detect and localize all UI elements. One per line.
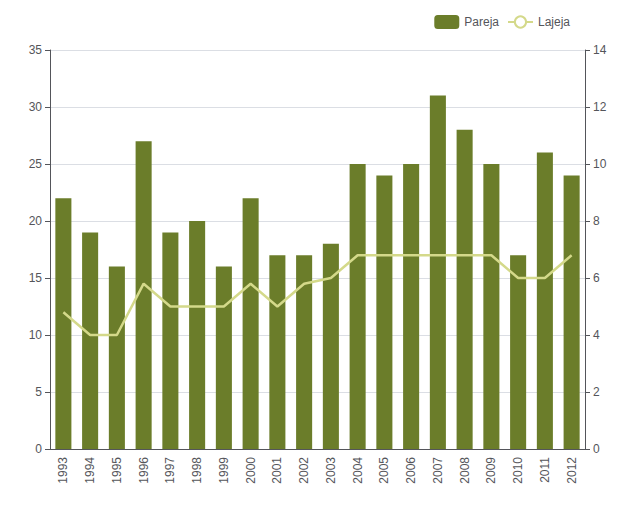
svg-text:Lajeja: Lajeja [538, 15, 570, 29]
svg-text:2: 2 [593, 385, 600, 399]
svg-text:2005: 2005 [377, 457, 391, 484]
svg-text:5: 5 [35, 385, 42, 399]
svg-text:1998: 1998 [190, 457, 204, 484]
svg-text:2001: 2001 [270, 457, 284, 484]
svg-text:1993: 1993 [56, 457, 70, 484]
svg-text:2004: 2004 [351, 457, 365, 484]
svg-text:2006: 2006 [404, 457, 418, 484]
svg-text:2009: 2009 [484, 457, 498, 484]
svg-text:Pareja: Pareja [464, 15, 499, 29]
svg-text:2008: 2008 [458, 457, 472, 484]
svg-text:1996: 1996 [137, 457, 151, 484]
svg-text:25: 25 [29, 157, 43, 171]
svg-text:1994: 1994 [83, 457, 97, 484]
svg-text:4: 4 [593, 328, 600, 342]
svg-text:2011: 2011 [538, 457, 552, 483]
svg-text:2007: 2007 [431, 457, 445, 484]
svg-text:1997: 1997 [163, 457, 177, 484]
svg-text:30: 30 [29, 100, 43, 114]
svg-text:6: 6 [593, 271, 600, 285]
svg-text:1999: 1999 [217, 457, 231, 484]
svg-text:8: 8 [593, 214, 600, 228]
svg-text:12: 12 [593, 100, 607, 114]
svg-text:2003: 2003 [324, 457, 338, 484]
svg-text:0: 0 [35, 442, 42, 456]
svg-text:2010: 2010 [511, 457, 525, 484]
svg-text:15: 15 [29, 271, 43, 285]
svg-text:1995: 1995 [110, 457, 124, 484]
svg-text:2012: 2012 [565, 457, 579, 484]
svg-text:35: 35 [29, 43, 43, 57]
svg-text:10: 10 [593, 157, 607, 171]
svg-text:0: 0 [593, 442, 600, 456]
svg-text:2000: 2000 [244, 457, 258, 484]
svg-text:10: 10 [29, 328, 43, 342]
svg-text:2002: 2002 [297, 457, 311, 484]
svg-text:20: 20 [29, 214, 43, 228]
svg-text:14: 14 [593, 43, 607, 57]
